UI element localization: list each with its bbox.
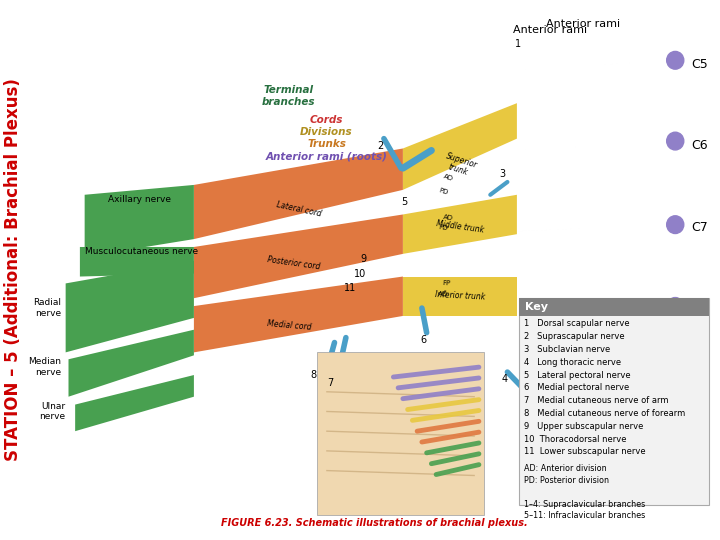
Text: Trunks: Trunks: [307, 139, 346, 148]
Polygon shape: [508, 388, 692, 395]
Text: AD: Anterior division: AD: Anterior division: [523, 464, 606, 473]
Polygon shape: [519, 298, 708, 505]
Text: 1   Dorsal scapular nerve: 1 Dorsal scapular nerve: [523, 319, 629, 328]
Polygon shape: [194, 148, 403, 239]
Text: C6: C6: [690, 139, 707, 152]
Text: Key: Key: [524, 302, 547, 312]
Polygon shape: [194, 276, 403, 353]
Polygon shape: [508, 59, 692, 70]
Text: Cords: Cords: [310, 115, 343, 125]
Text: Middle trunk: Middle trunk: [436, 219, 485, 235]
Text: 11  Lower subscapular nerve: 11 Lower subscapular nerve: [523, 447, 645, 456]
Text: C5: C5: [690, 58, 708, 71]
Text: 5: 5: [401, 197, 408, 207]
Text: 9   Upper subscapular nerve: 9 Upper subscapular nerve: [523, 422, 643, 431]
Text: 10: 10: [354, 268, 366, 279]
Text: 2: 2: [377, 140, 384, 151]
Text: 8: 8: [311, 370, 317, 380]
Text: 1–4: Supraclavicular branches: 1–4: Supraclavicular branches: [523, 500, 645, 509]
Text: 10  Thoracodorsal nerve: 10 Thoracodorsal nerve: [523, 435, 626, 443]
Text: PD: PD: [438, 224, 448, 231]
Text: 9: 9: [360, 254, 366, 264]
Polygon shape: [508, 306, 692, 313]
Polygon shape: [519, 298, 708, 316]
Text: 1: 1: [515, 39, 521, 49]
Text: 8   Medial cutaneous nerve of forearm: 8 Medial cutaneous nerve of forearm: [523, 409, 685, 418]
Text: Posterior cord: Posterior cord: [266, 255, 320, 272]
Text: FIGURE 6.23. Schematic illustrations of brachial plexus.: FIGURE 6.23. Schematic illustrations of …: [221, 518, 528, 528]
Polygon shape: [75, 375, 194, 431]
Polygon shape: [194, 214, 403, 298]
Text: 5   Lateral pectoral nerve: 5 Lateral pectoral nerve: [523, 370, 630, 380]
Text: 3   Subclavian nerve: 3 Subclavian nerve: [523, 345, 610, 354]
Polygon shape: [403, 103, 517, 190]
Polygon shape: [85, 185, 194, 257]
Text: 6: 6: [420, 335, 426, 345]
Text: STATION – 5 (Additional: Brachial Plexus): STATION – 5 (Additional: Brachial Plexus…: [4, 78, 22, 462]
Polygon shape: [403, 195, 517, 254]
Text: Superior
trunk: Superior trunk: [441, 151, 478, 179]
Text: Radial
nerve: Radial nerve: [33, 299, 61, 318]
Text: 7   Medial cutaneous nerve of arm: 7 Medial cutaneous nerve of arm: [523, 396, 668, 405]
Text: Terminal
branches: Terminal branches: [262, 85, 315, 106]
Text: Anterior rami: Anterior rami: [546, 19, 621, 29]
Text: AD: AD: [438, 291, 449, 298]
Text: C7: C7: [690, 221, 708, 234]
Polygon shape: [68, 330, 194, 397]
Text: Anterior rami: Anterior rami: [513, 25, 588, 35]
Text: 2   Suprascapular nerve: 2 Suprascapular nerve: [523, 332, 624, 341]
Text: 6   Medial pectoral nerve: 6 Medial pectoral nerve: [523, 383, 629, 393]
Text: T1: T1: [690, 385, 706, 399]
Polygon shape: [66, 261, 194, 353]
Text: 3: 3: [499, 169, 505, 179]
Text: Ulnar
nerve: Ulnar nerve: [40, 402, 66, 421]
Text: Musculocutaneous nerve: Musculocutaneous nerve: [85, 247, 198, 256]
Text: 4: 4: [502, 374, 508, 384]
Polygon shape: [508, 140, 692, 151]
Text: FP: FP: [443, 280, 451, 287]
Text: Inferior trunk: Inferior trunk: [435, 291, 485, 302]
Text: 11: 11: [344, 284, 356, 293]
Text: 4   Long thoracic nerve: 4 Long thoracic nerve: [523, 357, 621, 367]
Text: AD: AD: [443, 174, 454, 183]
Text: Medial cord: Medial cord: [266, 319, 311, 332]
Circle shape: [667, 216, 684, 233]
Circle shape: [667, 132, 684, 150]
Circle shape: [667, 380, 684, 398]
Text: 7: 7: [327, 378, 333, 388]
Text: Axillary nerve: Axillary nerve: [109, 195, 171, 204]
Text: C8: C8: [690, 303, 708, 316]
Polygon shape: [80, 247, 194, 276]
Text: Median
nerve: Median nerve: [28, 357, 61, 377]
Text: Divisions: Divisions: [300, 127, 353, 137]
Text: Anterior rami (roots): Anterior rami (roots): [266, 152, 387, 162]
Text: PD: Posterior division: PD: Posterior division: [523, 476, 608, 485]
Text: Lateral cord: Lateral cord: [275, 200, 322, 219]
Text: 5–11: Infraclavicular branches: 5–11: Infraclavicular branches: [523, 511, 645, 521]
Text: AD: AD: [443, 214, 454, 221]
Circle shape: [667, 51, 684, 69]
Text: PD: PD: [438, 187, 449, 196]
Polygon shape: [403, 276, 517, 316]
Polygon shape: [508, 224, 692, 232]
Polygon shape: [318, 353, 484, 515]
Circle shape: [667, 298, 684, 315]
